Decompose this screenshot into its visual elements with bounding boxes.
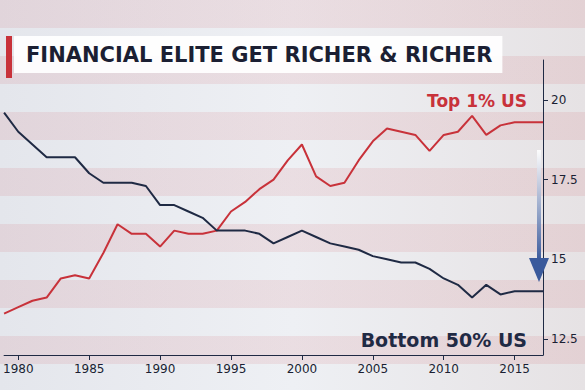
- svg-text:1985: 1985: [74, 362, 105, 376]
- svg-text:2000: 2000: [287, 362, 318, 376]
- svg-text:2005: 2005: [358, 362, 389, 376]
- svg-text:2010: 2010: [428, 362, 459, 376]
- svg-text:Bottom 50% US: Bottom 50% US: [361, 329, 527, 351]
- svg-text:20: 20: [551, 93, 566, 107]
- svg-text:1980: 1980: [3, 362, 34, 376]
- svg-text:1990: 1990: [145, 362, 176, 376]
- svg-text:1995: 1995: [216, 362, 247, 376]
- svg-text:Top 1% US: Top 1% US: [427, 91, 527, 111]
- svg-text:12.5: 12.5: [551, 332, 578, 346]
- svg-text:FINANCIAL ELITE GET RICHER & R: FINANCIAL ELITE GET RICHER & RICHER: [26, 43, 492, 67]
- svg-text:15: 15: [551, 252, 566, 266]
- svg-text:2015: 2015: [499, 362, 530, 376]
- svg-text:17.5: 17.5: [551, 173, 578, 187]
